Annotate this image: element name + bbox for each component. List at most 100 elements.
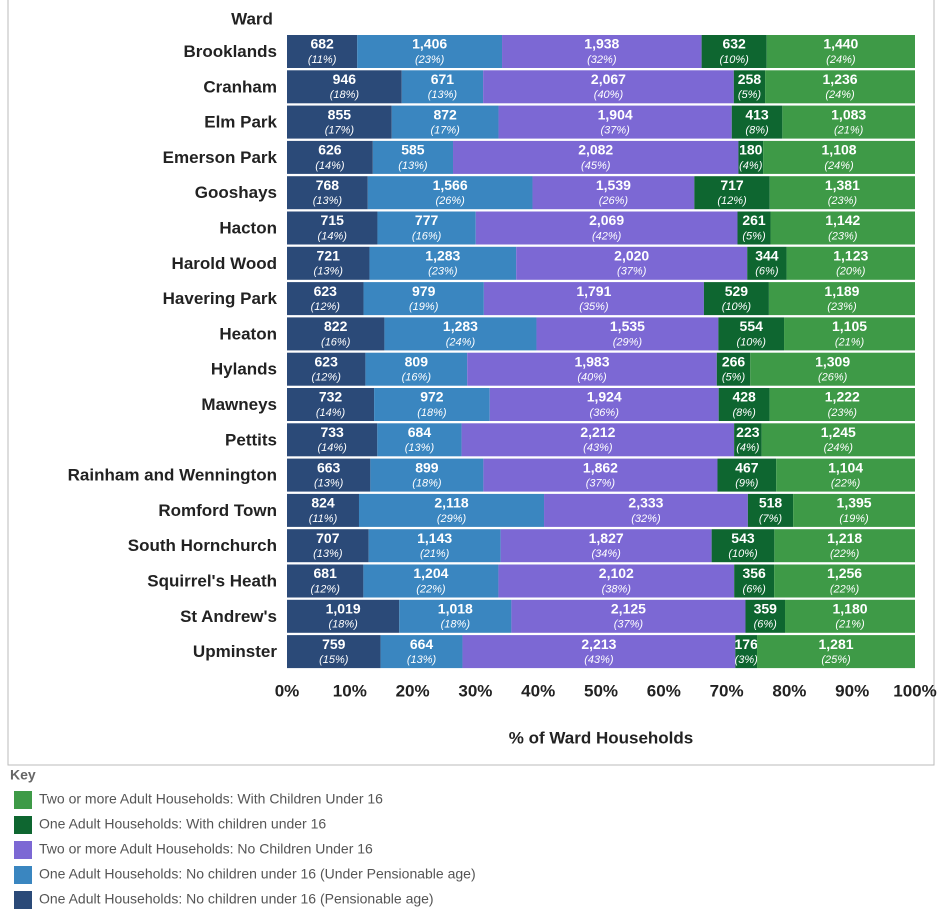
legend-title: Key bbox=[10, 767, 36, 783]
bar-segment bbox=[367, 176, 533, 210]
percent-label: (17%) bbox=[325, 125, 355, 137]
percent-label: (22%) bbox=[830, 583, 860, 595]
bar-segment bbox=[498, 564, 735, 598]
percent-label: (24%) bbox=[446, 336, 476, 348]
bar-segment bbox=[287, 529, 369, 563]
bar-segment bbox=[718, 388, 770, 421]
bar-segment bbox=[287, 140, 373, 174]
x-tick-label: 70% bbox=[710, 681, 744, 700]
y-tick-label: Havering Park bbox=[163, 289, 278, 308]
percent-label: (23%) bbox=[828, 230, 858, 242]
percent-label: (12%) bbox=[311, 583, 341, 595]
bar-segment bbox=[369, 246, 517, 280]
percent-label: (18%) bbox=[441, 619, 471, 631]
y-tick-label: Squirrel's Heath bbox=[147, 571, 277, 590]
bar-segment bbox=[745, 599, 786, 633]
percent-label: (16%) bbox=[402, 372, 432, 384]
value-label: 1,283 bbox=[425, 248, 460, 264]
value-label: 266 bbox=[722, 353, 746, 369]
value-label: 543 bbox=[731, 530, 755, 546]
y-tick-label: Romford Town bbox=[158, 501, 277, 520]
value-label: 1,104 bbox=[828, 459, 863, 475]
percent-label: (40%) bbox=[577, 372, 607, 384]
bar-segment bbox=[750, 352, 915, 386]
value-label: 1,083 bbox=[831, 106, 866, 122]
legend-swatch bbox=[14, 891, 32, 909]
bar-segment bbox=[718, 317, 785, 351]
value-label: 1,309 bbox=[815, 353, 850, 369]
value-label: 1,791 bbox=[576, 283, 611, 299]
percent-label: (21%) bbox=[420, 548, 450, 560]
bar-segment bbox=[747, 246, 787, 280]
percent-label: (24%) bbox=[825, 89, 855, 101]
value-label: 1,189 bbox=[824, 283, 859, 299]
percent-label: (23%) bbox=[828, 195, 858, 207]
bar-segment bbox=[763, 140, 915, 174]
percent-label: (13%) bbox=[407, 654, 437, 666]
bar-segment bbox=[717, 458, 777, 492]
bar-segment bbox=[737, 211, 771, 245]
bar-segment bbox=[483, 70, 734, 104]
bar-segment bbox=[734, 564, 775, 598]
y-tick-label: Mawneys bbox=[201, 395, 277, 414]
value-label: 623 bbox=[315, 353, 339, 369]
bar-segment bbox=[287, 246, 370, 280]
percent-label: (18%) bbox=[417, 407, 447, 419]
bar-segment bbox=[370, 458, 484, 492]
value-label: 2,067 bbox=[591, 71, 626, 87]
bar-segment bbox=[372, 140, 454, 174]
percent-label: (21%) bbox=[835, 619, 865, 631]
bar-segment bbox=[500, 529, 712, 563]
bar-segment bbox=[287, 105, 392, 139]
percent-label: (37%) bbox=[600, 125, 630, 137]
percent-label: (24%) bbox=[824, 160, 854, 172]
percent-label: (35%) bbox=[579, 301, 609, 313]
percent-label: (13%) bbox=[398, 160, 428, 172]
bar-segment bbox=[287, 35, 358, 68]
bar-segment bbox=[287, 599, 400, 633]
legend-swatch bbox=[14, 791, 32, 809]
percent-label: (34%) bbox=[591, 548, 621, 560]
percent-label: (6%) bbox=[755, 266, 779, 278]
bar-segment bbox=[711, 529, 775, 563]
bar-segment bbox=[694, 176, 770, 210]
percent-label: (10%) bbox=[722, 301, 752, 313]
percent-label: (8%) bbox=[745, 125, 769, 137]
value-label: 1,245 bbox=[821, 424, 856, 440]
percent-label: (18%) bbox=[330, 89, 360, 101]
value-label: 467 bbox=[735, 459, 759, 475]
y-tick-label: South Hornchurch bbox=[128, 536, 277, 555]
value-label: 1,123 bbox=[833, 248, 868, 264]
value-label: 1,108 bbox=[822, 142, 857, 158]
x-tick-label: 40% bbox=[521, 681, 555, 700]
bar-segment bbox=[461, 423, 735, 457]
bar-segment bbox=[733, 70, 766, 104]
x-tick-label: 20% bbox=[396, 681, 430, 700]
value-label: 176 bbox=[735, 636, 759, 652]
percent-label: (16%) bbox=[321, 336, 351, 348]
percent-label: (38%) bbox=[602, 583, 632, 595]
percent-label: (4%) bbox=[739, 160, 763, 172]
value-label: 2,125 bbox=[611, 601, 646, 617]
y-tick-label: Emerson Park bbox=[163, 148, 278, 167]
value-label: 2,118 bbox=[434, 495, 468, 511]
percent-label: (45%) bbox=[581, 160, 611, 172]
value-label: 554 bbox=[740, 318, 764, 334]
percent-label: (36%) bbox=[590, 407, 620, 419]
bar-segment bbox=[532, 176, 695, 210]
percent-label: (29%) bbox=[437, 513, 467, 525]
percent-label: (21%) bbox=[835, 336, 865, 348]
value-label: 1,142 bbox=[825, 212, 860, 228]
bar-segment bbox=[516, 246, 748, 280]
bar-segment bbox=[453, 140, 739, 174]
value-label: 1,236 bbox=[823, 71, 858, 87]
bar-segment bbox=[287, 70, 402, 104]
legend-label: One Adult Households: No children under … bbox=[39, 866, 476, 882]
value-label: 1,218 bbox=[827, 530, 862, 546]
value-label: 529 bbox=[725, 283, 749, 299]
percent-label: (13%) bbox=[314, 266, 344, 278]
legend-swatch bbox=[14, 841, 32, 859]
percent-label: (22%) bbox=[830, 548, 860, 560]
percent-label: (9%) bbox=[735, 478, 759, 490]
bar-segment bbox=[774, 564, 915, 598]
